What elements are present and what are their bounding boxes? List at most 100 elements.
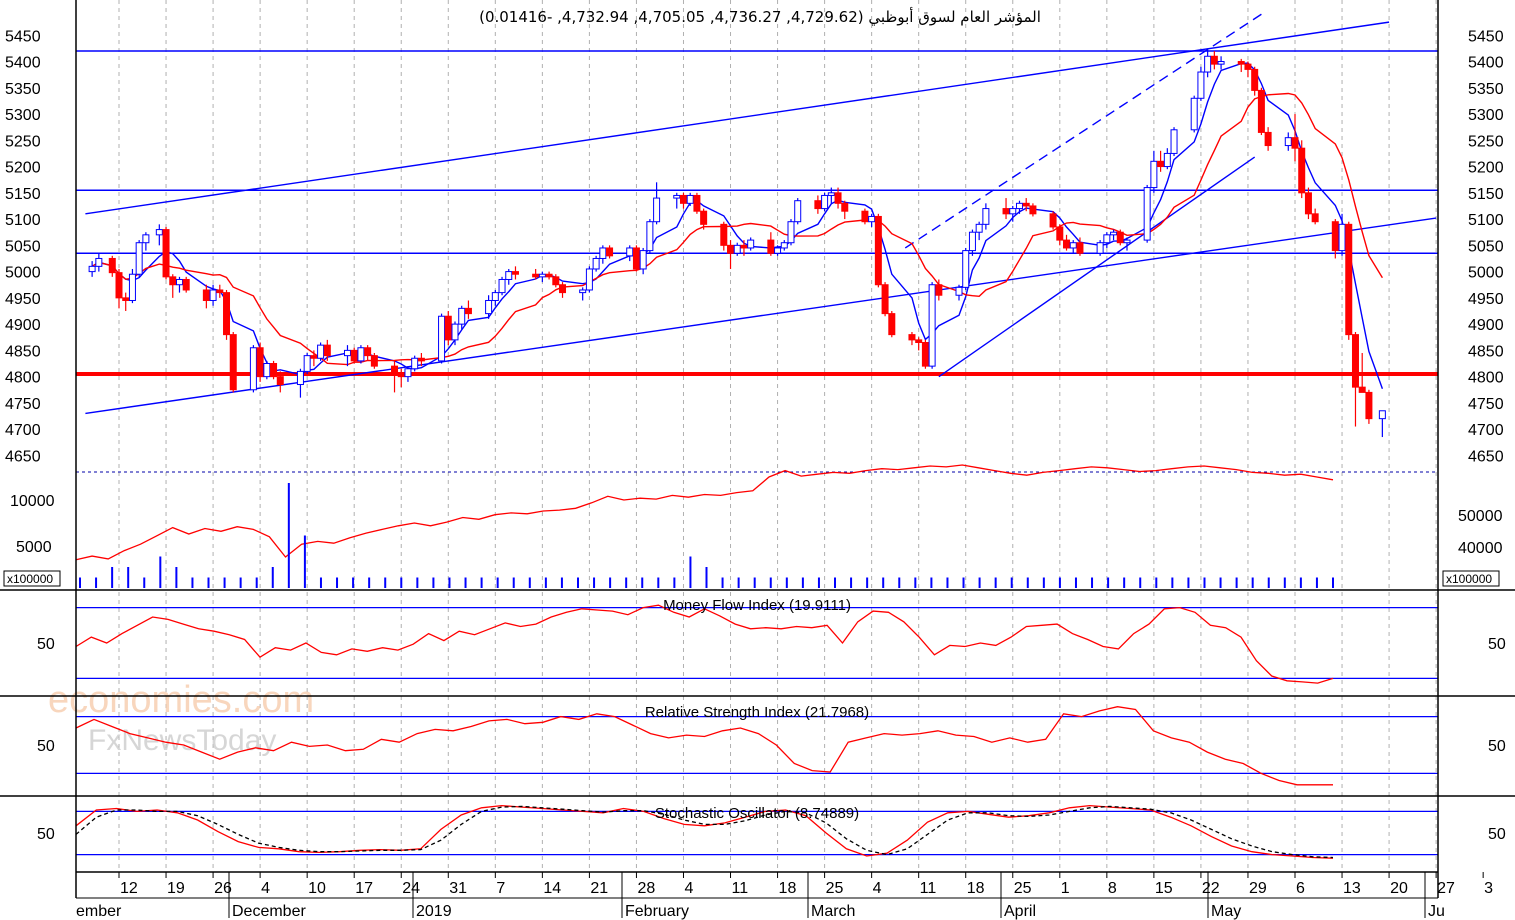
candle-body	[357, 347, 365, 362]
candle-body	[881, 284, 889, 315]
price-tick-left: 4900	[5, 317, 41, 334]
price-tick-left: 4700	[5, 422, 41, 439]
candle-body	[1143, 187, 1151, 241]
price-tick-right: 5400	[1468, 55, 1504, 72]
candle-body	[693, 194, 701, 212]
x-day-label: 28	[637, 880, 655, 897]
indicator-tick-right: 50	[1488, 738, 1506, 755]
candle-body	[968, 231, 976, 252]
candle-body	[397, 373, 405, 378]
candle-body	[686, 194, 694, 204]
rsi-title: Relative Strength Index (21.7968)	[645, 704, 869, 721]
candle-body	[438, 315, 446, 362]
x-day-label: 25	[1014, 880, 1032, 897]
price-tick-left: 5050	[5, 238, 41, 255]
price-tick-right: 5050	[1468, 238, 1504, 255]
candle-body	[1351, 334, 1359, 388]
mfi-panel: 50 50	[37, 604, 1506, 684]
candle-body	[417, 357, 425, 362]
price-tick-left: 5250	[5, 133, 41, 150]
price-tick-right: 5250	[1468, 133, 1504, 150]
volume-tick-left: 5000	[16, 539, 52, 556]
candle-body	[142, 234, 150, 244]
price-tick-left: 5450	[5, 28, 41, 45]
unit-label-left: x100000	[7, 572, 53, 586]
candle-body	[861, 210, 869, 223]
candle-body	[599, 247, 607, 259]
candle-body	[1331, 221, 1339, 252]
candle-body	[827, 192, 835, 196]
candle-body	[505, 271, 513, 280]
price-tick-right: 4950	[1468, 291, 1504, 308]
price-tick-left: 5000	[5, 265, 41, 282]
candle-body	[626, 247, 634, 257]
x-day-label: 26	[214, 880, 232, 897]
x-day-label: 19	[167, 880, 185, 897]
price-tick-left: 4850	[5, 343, 41, 360]
indicator-line	[75, 805, 1334, 859]
candle-body	[209, 289, 217, 301]
candle-body	[1204, 55, 1212, 73]
candle-body	[821, 194, 829, 210]
indicator-line	[75, 706, 1333, 786]
candle-body	[256, 347, 264, 378]
candle-body	[814, 200, 822, 210]
candle-body	[1029, 205, 1037, 215]
candle-body	[1116, 231, 1124, 244]
candle-body	[296, 370, 304, 386]
candle-body	[1358, 386, 1366, 393]
x-day-label: 21	[590, 880, 608, 897]
candle-body	[162, 229, 170, 278]
trendline	[904, 13, 1262, 249]
candle-body	[182, 278, 190, 291]
candle-body	[1365, 391, 1373, 420]
panel-frames	[0, 0, 1515, 899]
candle-body	[720, 223, 728, 246]
candle-body	[653, 197, 661, 223]
candle-body	[1009, 208, 1017, 215]
price-tick-left: 4950	[5, 291, 41, 308]
candle-body	[491, 292, 499, 301]
candle-body	[1284, 137, 1292, 147]
unit-label-right: x100000	[1446, 572, 1492, 586]
price-tick-left: 5150	[5, 186, 41, 203]
x-day-label: 4	[684, 880, 693, 897]
candle-body	[915, 339, 923, 344]
price-panel: 4650 4650 4700 4700 4750 4750 4800 4800 4850 4850…	[5, 13, 1504, 473]
x-day-label: 8	[1108, 880, 1117, 897]
price-tick-right: 5150	[1468, 186, 1504, 203]
price-tick-left: 5350	[5, 81, 41, 98]
candle-body	[632, 247, 640, 270]
candle-body	[511, 271, 519, 275]
price-tick-left: 5100	[5, 212, 41, 229]
candle-body	[592, 257, 600, 270]
price-tick-right: 5200	[1468, 160, 1504, 177]
price-tick-right: 5350	[1468, 81, 1504, 98]
candle-body	[606, 247, 614, 257]
candle-body	[1096, 242, 1104, 254]
x-day-label: 10	[308, 880, 326, 897]
volume-panel: 10000 5000 50000 40000 x100000 x100000	[3, 464, 1503, 588]
x-day-label: 18	[967, 880, 985, 897]
indicator-tick-left: 50	[37, 636, 55, 653]
indicator-line	[75, 804, 1334, 859]
candle-body	[727, 244, 735, 254]
x-month-label: March	[811, 903, 855, 920]
rsi-panel: 50 50	[37, 706, 1506, 786]
candle-body	[458, 307, 466, 325]
candle-body	[175, 278, 183, 286]
candle-body	[485, 299, 493, 315]
price-tick-right: 5450	[1468, 28, 1504, 45]
x-day-label: 7	[496, 880, 505, 897]
volume-average-line	[75, 464, 1334, 561]
trendline	[85, 21, 1390, 215]
candle-body	[1076, 242, 1084, 254]
x-day-label: 18	[779, 880, 797, 897]
candle-body	[1110, 231, 1118, 236]
candle-body	[223, 292, 231, 336]
candle-body	[1002, 208, 1010, 215]
candle-body	[774, 247, 782, 254]
candle-body	[545, 273, 553, 278]
price-tick-right: 4650	[1468, 448, 1504, 465]
